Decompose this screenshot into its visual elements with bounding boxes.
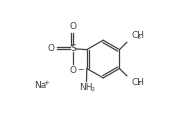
Text: −: −: [77, 65, 83, 74]
Text: Na: Na: [34, 81, 46, 90]
Text: NH: NH: [80, 83, 93, 92]
Text: S: S: [70, 44, 76, 53]
Text: CH: CH: [131, 31, 144, 40]
Text: O: O: [70, 66, 77, 75]
Text: +: +: [43, 80, 49, 86]
Text: 3: 3: [137, 81, 141, 86]
Text: O: O: [48, 44, 55, 53]
Text: CH: CH: [131, 78, 144, 87]
Text: O: O: [70, 22, 77, 31]
Text: 2: 2: [91, 87, 95, 92]
Text: 3: 3: [137, 35, 141, 40]
